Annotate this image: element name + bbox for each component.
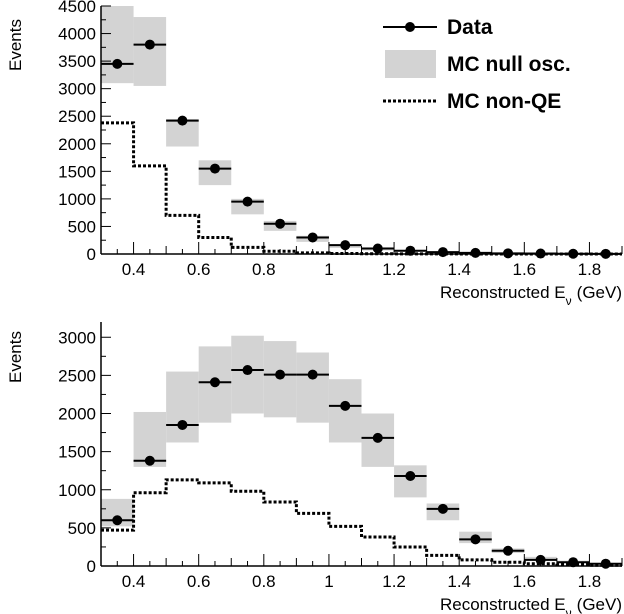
top-y-tick-label-6: 3000 xyxy=(58,80,96,99)
bottom-x-tick-label-1: 0.6 xyxy=(187,572,211,591)
bottom-x-tick-label-7: 1.8 xyxy=(578,572,602,591)
top-y-tick-label-5: 2500 xyxy=(58,107,96,126)
bottom-x-tick-label-6: 1.6 xyxy=(512,572,536,591)
bottom-data-point-3 xyxy=(209,377,220,388)
bottom-x-tick-label-4: 1.2 xyxy=(382,572,406,591)
bottom-x-tick-label-5: 1.4 xyxy=(447,572,471,591)
bottom-x-axis-label-main: Reconstructed E xyxy=(440,595,566,614)
bottom-data-point-9 xyxy=(405,471,416,482)
top-mc-null-band-bin-1 xyxy=(133,17,167,86)
top-x-axis-label-unit: (GeV) xyxy=(577,283,622,302)
bottom-data-point-1 xyxy=(144,455,155,466)
bottom-data-point-6 xyxy=(307,369,318,380)
bottom-histogram-panel: 0 500 1000 1500 2000 2500 3000 0.4 0.6 0.8 1 1.2 1.4… xyxy=(6,322,623,614)
bottom-data-point-11 xyxy=(470,534,481,545)
bottom-x-tick-label-0: 0.4 xyxy=(122,572,146,591)
legend-entry-data: Data xyxy=(383,16,493,39)
legend-mc-null-label: MC null osc. xyxy=(447,53,571,76)
bottom-y-tick-label-6: 3000 xyxy=(58,328,96,347)
bottom-plot-area: 0 500 1000 1500 2000 2500 3000 0.4 0.6 0.8 1 1.2 1.4… xyxy=(58,322,623,591)
bottom-data-point-13 xyxy=(535,554,546,565)
top-x-tick-label-2: 0.8 xyxy=(252,260,276,279)
top-x-tick-label-0: 0.4 xyxy=(122,260,146,279)
top-data-point-3 xyxy=(209,163,220,174)
top-x-tick-label-4: 1.2 xyxy=(382,260,406,279)
bottom-data-point-12 xyxy=(503,545,514,556)
top-y-tick-label-2: 1000 xyxy=(58,190,96,209)
bottom-data-point-2 xyxy=(177,419,188,430)
legend-mc-null-swatch xyxy=(385,50,436,78)
top-x-tick-label-6: 1.6 xyxy=(512,260,536,279)
bottom-data-point-0 xyxy=(112,515,123,526)
top-mc-null-band-bin-0 xyxy=(101,6,134,84)
legend-data-label: Data xyxy=(447,16,493,39)
top-x-axis-label: Reconstructed Eν (GeV) xyxy=(440,283,622,308)
bottom-data-point-10 xyxy=(437,503,448,514)
top-data-point-5 xyxy=(275,218,286,229)
bottom-data-point-8 xyxy=(372,432,383,443)
bottom-mc-nonqe-line xyxy=(101,478,622,567)
bottom-data-point-7 xyxy=(340,400,351,411)
top-plot-area: 0 500 1000 1500 2000 2500 3000 3500 4000 4500 0.4 0… xyxy=(58,0,623,279)
bottom-x-tick-label-2: 0.8 xyxy=(252,572,276,591)
bottom-x-axis-label-sub: ν xyxy=(566,606,572,614)
bottom-y-tick-label-1: 500 xyxy=(68,519,96,538)
top-x-tick-label-7: 1.8 xyxy=(578,260,602,279)
bottom-data-point-5 xyxy=(275,369,286,380)
bottom-y-axis-label: Events xyxy=(6,331,25,383)
top-x-axis-label-main: Reconstructed E xyxy=(440,283,566,302)
bottom-y-tick-label-2: 1000 xyxy=(58,481,96,500)
top-data-point-7 xyxy=(340,240,351,251)
top-data-point-2 xyxy=(177,115,188,126)
legend-entry-mc-null: MC null osc. xyxy=(385,50,571,78)
legend-data-point xyxy=(405,22,415,32)
top-x-axis-label-sub: ν xyxy=(566,294,572,308)
legend-entry-mc-nonqe: MC non-QE xyxy=(383,90,561,113)
bottom-mc-null-band-bin-9 xyxy=(394,465,427,498)
legend: Data MC null osc. MC non-QE xyxy=(383,16,571,113)
top-x-tick-label-3: 1 xyxy=(324,260,333,279)
top-data-point-0 xyxy=(112,58,123,69)
bottom-y-tick-label-3: 1500 xyxy=(58,443,96,462)
top-data-point-1 xyxy=(144,39,155,50)
bottom-x-axis-label: Reconstructed Eν (GeV) xyxy=(440,595,622,614)
top-y-tick-label-3: 1500 xyxy=(58,162,96,181)
bottom-x-tick-label-3: 1 xyxy=(324,572,333,591)
top-y-tick-label-1: 500 xyxy=(68,217,96,236)
top-x-tick-label-5: 1.4 xyxy=(447,260,471,279)
bottom-mc-null-band-bin-2 xyxy=(166,371,199,443)
top-y-tick-label-4: 2000 xyxy=(58,135,96,154)
top-y-tick-label-7: 3500 xyxy=(58,52,96,71)
top-data-point-6 xyxy=(307,232,318,243)
bottom-y-tick-label-0: 0 xyxy=(87,557,96,576)
legend-mc-nonqe-label: MC non-QE xyxy=(447,90,561,113)
top-histogram-panel: 0 500 1000 1500 2000 2500 3000 3500 4000 4500 0.4 0… xyxy=(6,0,623,308)
top-y-tick-label-0: 0 xyxy=(87,245,96,264)
top-y-tick-label-8: 4000 xyxy=(58,25,96,44)
top-y-axis-label: Events xyxy=(6,19,25,71)
top-x-tick-label-1: 0.6 xyxy=(187,260,211,279)
bottom-mc-null-band-bin-6 xyxy=(296,352,329,423)
bottom-data-point-4 xyxy=(242,365,253,376)
top-data-point-8 xyxy=(372,243,383,254)
top-y-tick-label-9: 4500 xyxy=(58,0,96,16)
top-data-point-4 xyxy=(242,196,253,207)
bottom-x-axis-label-unit: (GeV) xyxy=(577,595,622,614)
bottom-y-tick-label-5: 2500 xyxy=(58,366,96,385)
bottom-y-tick-label-4: 2000 xyxy=(58,405,96,424)
